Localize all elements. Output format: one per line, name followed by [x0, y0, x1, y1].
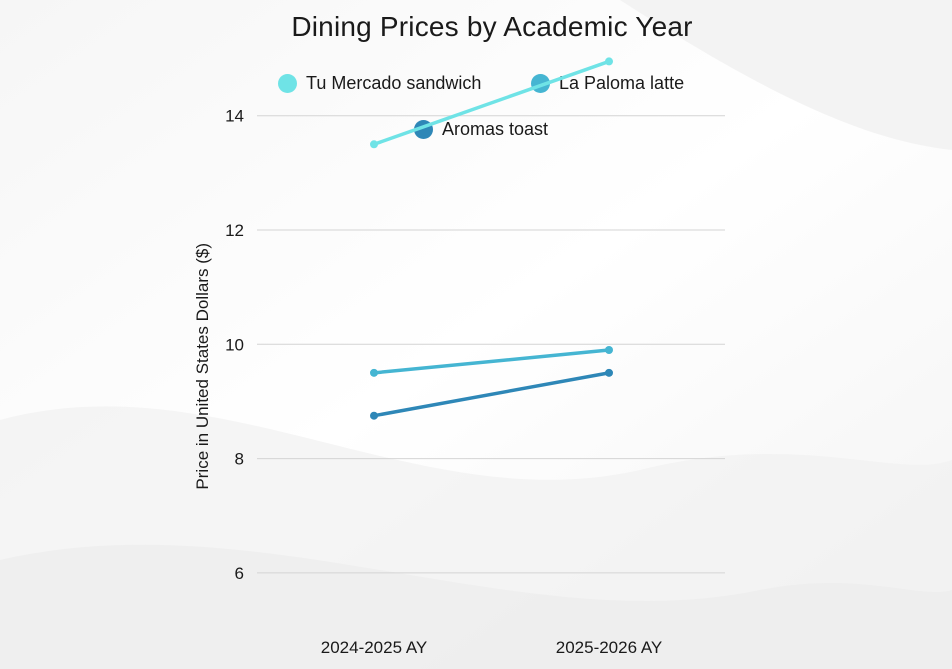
- data-point-tu-mercado-sandwich-2025-2026-ay[interactable]: [605, 57, 613, 66]
- y-tick-label-8: 8: [235, 450, 244, 469]
- series-line-aromas-toast[interactable]: [372, 371, 611, 418]
- data-point-la-paloma-latte-2024-2025-ay[interactable]: [370, 368, 378, 377]
- data-point-aromas-toast-2024-2025-ay[interactable]: [370, 411, 378, 420]
- data-point-tu-mercado-sandwich-2024-2025-ay[interactable]: [370, 140, 378, 149]
- series-tu-mercado-sandwich: [370, 57, 613, 149]
- data-point-la-paloma-latte-2025-2026-ay[interactable]: [605, 346, 613, 354]
- series-aromas-toast: [370, 368, 613, 420]
- series-line-la-paloma-latte[interactable]: [372, 348, 611, 375]
- data-point-aromas-toast-2025-2026-ay[interactable]: [605, 368, 613, 377]
- y-tick-label-14: 14: [225, 107, 244, 126]
- gridlines: [257, 115, 725, 574]
- x-axis-ticks: 2024-2025 AY 2025-2026 AY: [321, 638, 663, 657]
- series-la-paloma-latte: [370, 346, 613, 377]
- legend-marker-tu-mercado-sandwich: [278, 73, 297, 93]
- legend-label-tu-mercado-sandwich: Tu Mercado sandwich: [306, 73, 482, 93]
- y-tick-label-10: 10: [225, 335, 244, 354]
- legend-label-la-paloma-latte: La Paloma latte: [559, 73, 685, 93]
- legend-label-aromas-toast: Aromas toast: [442, 119, 549, 139]
- x-tick-label-2025-2026-ay: 2025-2026 AY: [556, 638, 663, 657]
- data-series: [370, 57, 613, 420]
- y-axis-ticks: 6 8 10 12 14: [225, 107, 244, 583]
- chart-title: Dining Prices by Academic Year: [291, 11, 693, 42]
- y-axis-label: Price in United States Dollars ($): [193, 243, 212, 490]
- legend-item-tu-mercado-sandwich[interactable]: Tu Mercado sandwich: [278, 73, 481, 93]
- series-line-tu-mercado-sandwich[interactable]: [372, 59, 611, 147]
- y-tick-label-6: 6: [235, 564, 244, 583]
- y-tick-label-12: 12: [225, 221, 244, 240]
- x-tick-label-2024-2025-ay: 2024-2025 AY: [321, 638, 428, 657]
